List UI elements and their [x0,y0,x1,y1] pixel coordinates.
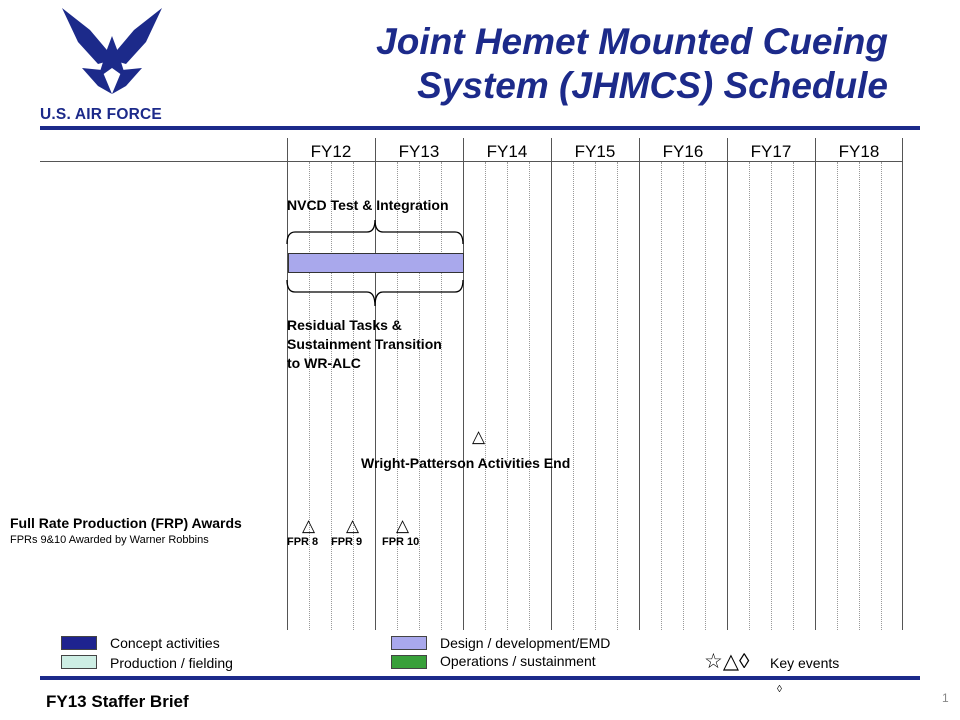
fpr9-label: FPR 9 [331,536,363,548]
quarter-gridline [485,162,486,630]
top-brace [286,219,464,244]
quarter-gridline [397,162,398,630]
fpr8-triangle-icon: △ [302,516,316,535]
fy-label: FY18 [838,142,880,161]
fy-label: FY12 [310,142,352,161]
footer-brief: FY13 Staffer Brief [46,692,189,711]
air-force-logo: U.S. AIR FORCE [40,8,186,124]
title-line-2: System (JHMCS) Schedule [417,65,888,106]
quarter-gridline [441,162,442,630]
bottom-brace [286,279,464,307]
fy-label: FY16 [662,142,704,161]
logo-text: U.S. AIR FORCE [40,106,162,123]
year-divider [551,138,552,630]
quarter-gridline [881,162,882,630]
frp-awards-title: Full Rate Production (FRP) Awards [10,515,242,531]
top-divider [40,126,920,130]
year-divider [375,138,376,630]
page-number: 1 [942,691,949,705]
quarter-gridline [837,162,838,630]
year-divider [815,138,816,630]
quarter-gridline [309,162,310,630]
milestone-triangle-icon: △ [472,427,486,446]
quarter-gridline [595,162,596,630]
fpr10-triangle-icon: △ [396,516,410,535]
quarter-gridline [331,162,332,630]
wright-patterson-label: Wright-Patterson Activities End [361,455,571,471]
small-diamond-icon: ◊ [777,684,782,695]
quarter-gridline [529,162,530,630]
legend-production-label: Production / fielding [110,655,233,671]
year-divider [639,138,640,630]
timeline-baseline [40,161,902,162]
fy-label: FY15 [574,142,616,161]
year-divider [287,138,288,630]
fpr10-label: FPR 10 [382,536,420,548]
fpr8-label: FPR 8 [287,536,319,548]
legend-swatch-concept [61,636,97,650]
quarter-gridline [617,162,618,630]
year-divider [463,138,464,630]
page-title: Joint Hemet Mounted Cueing System (JHMCS… [376,20,888,108]
quarter-gridline [705,162,706,630]
title-line-1: Joint Hemet Mounted Cueing [376,21,888,62]
legend-operations-label: Operations / sustainment [440,653,596,669]
air-force-wings-icon [62,8,162,94]
key-events-symbols-icon: ☆△◊ [704,650,750,673]
nvcd-label: NVCD Test & Integration [287,197,449,213]
legend-concept-label: Concept activities [110,635,220,651]
frp-awards-subtitle: FPRs 9&10 Awarded by Warner Robbins [10,534,209,546]
quarter-gridline [771,162,772,630]
quarter-gridline [749,162,750,630]
legend-swatch-production [61,655,97,669]
fy-label: FY17 [750,142,792,161]
legend-design-label: Design / development/EMD [440,635,611,651]
quarter-gridline [353,162,354,630]
quarter-gridline [793,162,794,630]
quarter-gridline [683,162,684,630]
residual-tasks-label: Residual Tasks & Sustainment Transition … [287,317,442,371]
quarter-gridline [573,162,574,630]
year-divider [727,138,728,630]
legend-key-events-label: Key events [770,655,840,671]
emd-activity-bar [288,253,464,273]
quarter-gridline [859,162,860,630]
fpr9-triangle-icon: △ [346,516,360,535]
fy-label: FY14 [486,142,528,161]
legend-swatch-design [391,636,427,650]
year-divider [902,138,903,630]
bottom-divider [40,676,920,680]
quarter-gridline [507,162,508,630]
quarter-gridline [661,162,662,630]
fy-label: FY13 [398,142,440,161]
legend-swatch-operations [391,655,427,669]
quarter-gridline [419,162,420,630]
